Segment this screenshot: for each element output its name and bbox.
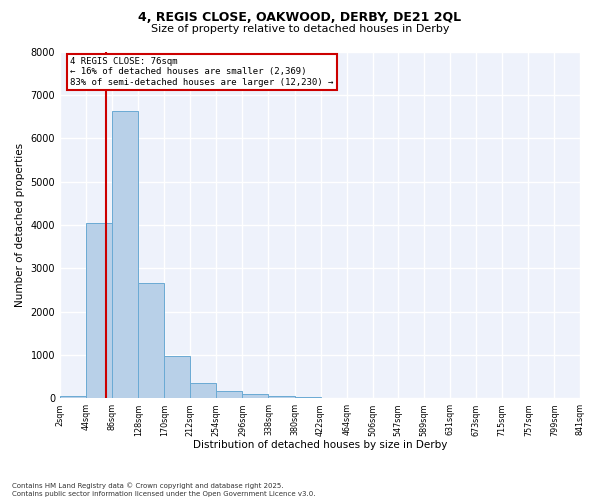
Bar bbox=[268, 396, 295, 398]
Bar bbox=[190, 383, 217, 398]
Y-axis label: Number of detached properties: Number of detached properties bbox=[15, 143, 25, 307]
Bar bbox=[112, 112, 138, 399]
X-axis label: Distribution of detached houses by size in Derby: Distribution of detached houses by size … bbox=[193, 440, 448, 450]
Bar bbox=[60, 396, 86, 398]
Text: Contains public sector information licensed under the Open Government Licence v3: Contains public sector information licen… bbox=[12, 491, 316, 497]
Bar bbox=[86, 223, 112, 398]
Bar bbox=[138, 284, 164, 399]
Text: 4, REGIS CLOSE, OAKWOOD, DERBY, DE21 2QL: 4, REGIS CLOSE, OAKWOOD, DERBY, DE21 2QL bbox=[139, 11, 461, 24]
Bar bbox=[217, 391, 242, 398]
Text: 4 REGIS CLOSE: 76sqm
← 16% of detached houses are smaller (2,369)
83% of semi-de: 4 REGIS CLOSE: 76sqm ← 16% of detached h… bbox=[70, 56, 334, 86]
Bar bbox=[164, 356, 190, 399]
Text: Size of property relative to detached houses in Derby: Size of property relative to detached ho… bbox=[151, 24, 449, 34]
Bar bbox=[242, 394, 268, 398]
Text: Contains HM Land Registry data © Crown copyright and database right 2025.: Contains HM Land Registry data © Crown c… bbox=[12, 482, 284, 489]
